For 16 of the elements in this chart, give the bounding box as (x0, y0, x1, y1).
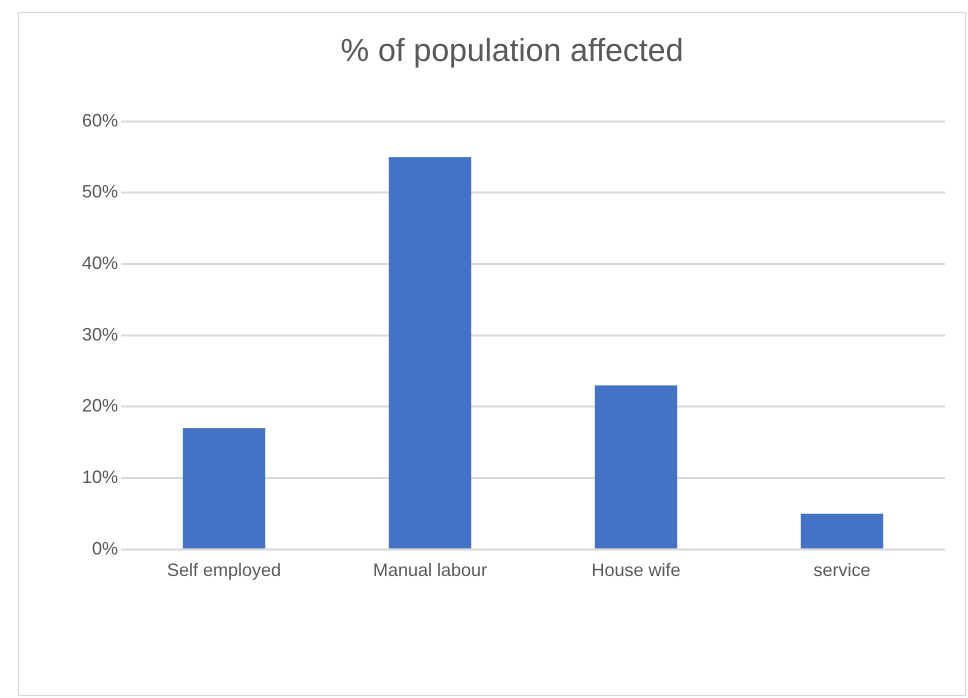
x-tick-label: Manual labour (372, 560, 488, 580)
y-tick-label: 30% (82, 324, 118, 344)
x-tick-label: service (813, 560, 871, 580)
y-tick-label: 50% (82, 182, 118, 202)
y-tick-label: 10% (82, 467, 118, 488)
bar (182, 428, 266, 548)
y-tick-label: 60% (82, 110, 118, 130)
y-tick-label: 40% (82, 253, 118, 274)
y-tick-label: 20% (82, 396, 118, 416)
x-tick-label: House wife (591, 560, 681, 580)
y-tick-label: 0% (92, 538, 118, 558)
x-tick-label: Self employed (166, 560, 282, 580)
chart-title: % of population affected (340, 32, 684, 68)
bar (388, 157, 472, 548)
bar (594, 385, 678, 548)
bar (800, 514, 884, 548)
